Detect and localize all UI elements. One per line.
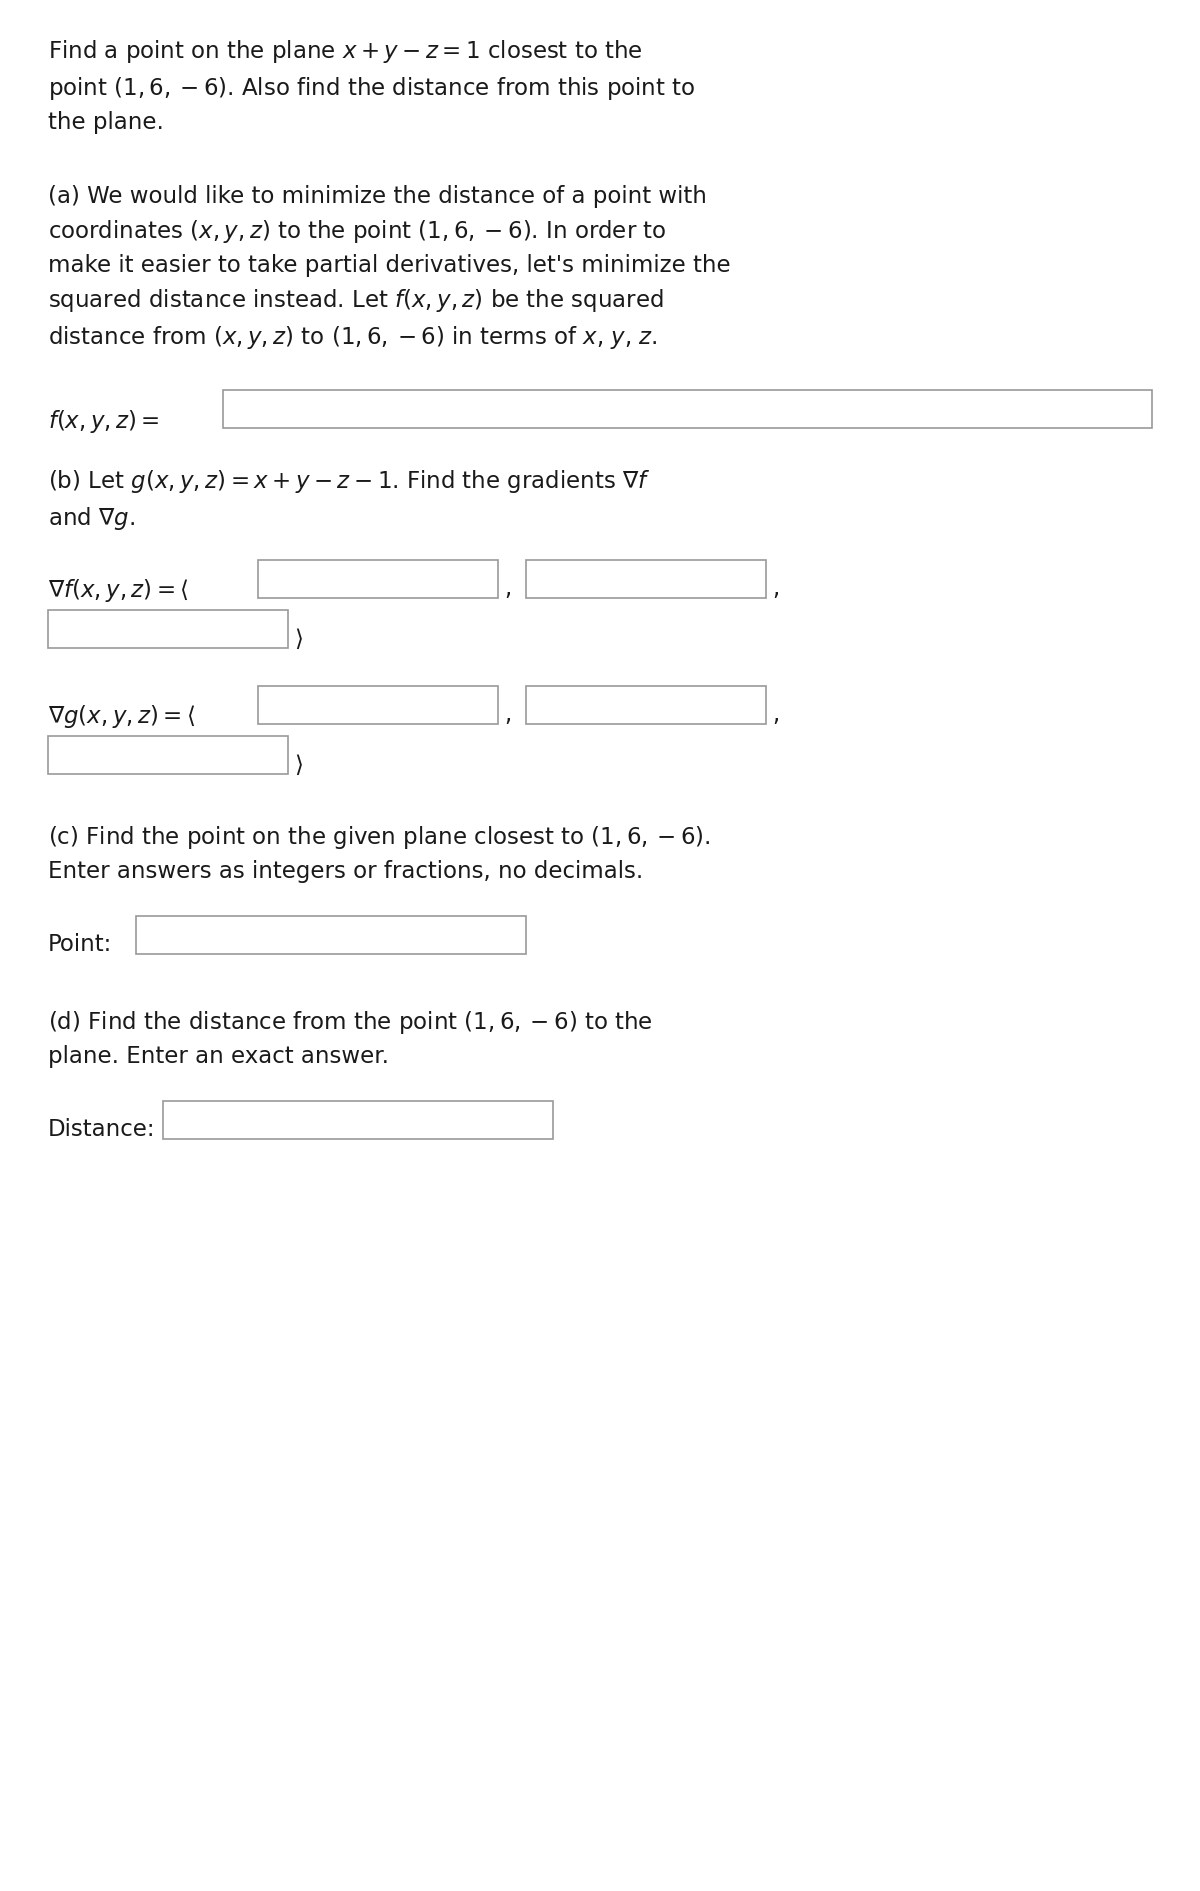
Text: $\nabla f(x, y, z) = \langle$: $\nabla f(x, y, z) = \langle$ <box>48 577 188 603</box>
Text: $\rangle$: $\rangle$ <box>294 753 302 777</box>
Text: Distance:: Distance: <box>48 1118 156 1140</box>
FancyBboxPatch shape <box>258 560 498 598</box>
FancyBboxPatch shape <box>526 560 766 598</box>
Text: (a) We would like to minimize the distance of a point with
coordinates $(x, y, z: (a) We would like to minimize the distan… <box>48 185 731 352</box>
Text: (d) Find the distance from the point $(1, 6, -6)$ to the
plane. Enter an exact a: (d) Find the distance from the point $(1… <box>48 1010 653 1068</box>
Text: Point:: Point: <box>48 932 113 957</box>
FancyBboxPatch shape <box>136 915 526 953</box>
FancyBboxPatch shape <box>258 686 498 724</box>
FancyBboxPatch shape <box>526 686 766 724</box>
Text: $\rangle$: $\rangle$ <box>294 628 302 651</box>
FancyBboxPatch shape <box>48 736 288 773</box>
Text: ,: , <box>772 577 779 599</box>
Text: $f(x, y, z) =$: $f(x, y, z) =$ <box>48 408 160 435</box>
Text: (b) Let $g(x, y, z) = x + y - z - 1$. Find the gradients $\nabla f$
and $\nabla : (b) Let $g(x, y, z) = x + y - z - 1$. Fi… <box>48 467 650 531</box>
Text: ,: , <box>504 577 511 599</box>
FancyBboxPatch shape <box>163 1101 553 1138</box>
Text: ,: , <box>772 703 779 726</box>
Text: ,: , <box>504 703 511 726</box>
Text: Find a point on the plane $x + y - z = 1$ closest to the
point $(1, 6, -6)$. Als: Find a point on the plane $x + y - z = 1… <box>48 38 696 134</box>
FancyBboxPatch shape <box>48 611 288 649</box>
Text: (c) Find the point on the given plane closest to $(1, 6, -6)$.
Enter answers as : (c) Find the point on the given plane cl… <box>48 824 710 883</box>
FancyBboxPatch shape <box>223 390 1152 427</box>
Text: $\nabla g(x, y, z) = \langle$: $\nabla g(x, y, z) = \langle$ <box>48 703 196 730</box>
